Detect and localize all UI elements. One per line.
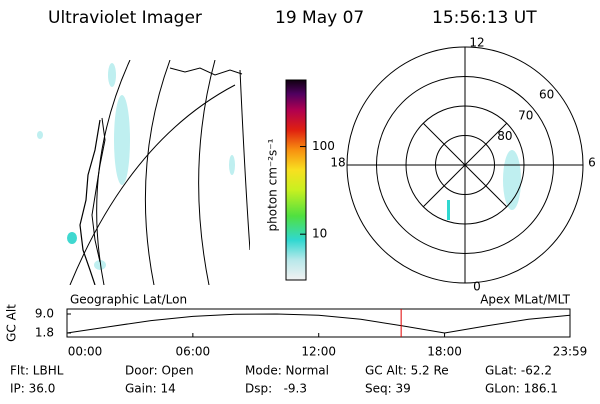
y-axis-label: GC Alt [5, 304, 19, 342]
status-field: Seq: 39 [365, 382, 411, 396]
status-field: GLon: 186.1 [485, 382, 558, 396]
status-field: Mode: Normal [245, 364, 329, 378]
y-tick-label: 9.0 [35, 307, 54, 321]
x-tick-label: 18:00 [427, 345, 462, 359]
colorbar-frame [285, 79, 307, 281]
lat-label: 80 [497, 129, 512, 143]
polar-diagonal [464, 122, 508, 166]
status-field: GLat: -62.2 [485, 364, 552, 378]
lat-label: 60 [539, 88, 554, 102]
mlt-label: 6 [588, 156, 596, 170]
colorbar-label: photon cm⁻²s⁻¹ [266, 138, 280, 231]
status-field: Flt: LBHL [10, 364, 64, 378]
status-field: Gain: 14 [125, 382, 176, 396]
colorbar-tick-label: 10 [312, 227, 327, 241]
annotation: Apex MLat/MLT [480, 293, 570, 307]
status-field: Dsp: -9.3 [245, 382, 307, 396]
colorbar [286, 80, 306, 280]
colorbar-tick-label: 100 [312, 139, 335, 153]
date: 19 May 07 [275, 8, 364, 28]
annotation: Geographic Lat/Lon [70, 293, 187, 307]
mlt-label: 0 [473, 280, 481, 294]
x-tick-label: 12:00 [301, 345, 336, 359]
status-field: Door: Open [125, 364, 194, 378]
polar-diagonal [422, 164, 466, 208]
mlt-label: 18 [330, 156, 345, 170]
map-panel [37, 60, 250, 285]
status-field: IP: 36.0 [10, 382, 55, 396]
polar-decor [447, 150, 521, 220]
polar-diagonal [464, 164, 508, 208]
polar-diagonal [422, 122, 466, 166]
time: 15:56:13 UT [432, 8, 537, 28]
mlt-label: 12 [469, 36, 484, 50]
instrument: Ultraviolet Imager [48, 8, 202, 28]
x-tick-label: 23:59 [553, 345, 588, 359]
x-tick-label: 06:00 [176, 345, 211, 359]
gc-alt-line [66, 313, 571, 334]
plot-frame [66, 308, 571, 338]
lat-label: 70 [518, 108, 533, 122]
status-field: GC Alt: 5.2 Re [365, 364, 449, 378]
y-tick-label: 1.8 [35, 326, 54, 340]
x-tick-label: 00:00 [68, 345, 103, 359]
